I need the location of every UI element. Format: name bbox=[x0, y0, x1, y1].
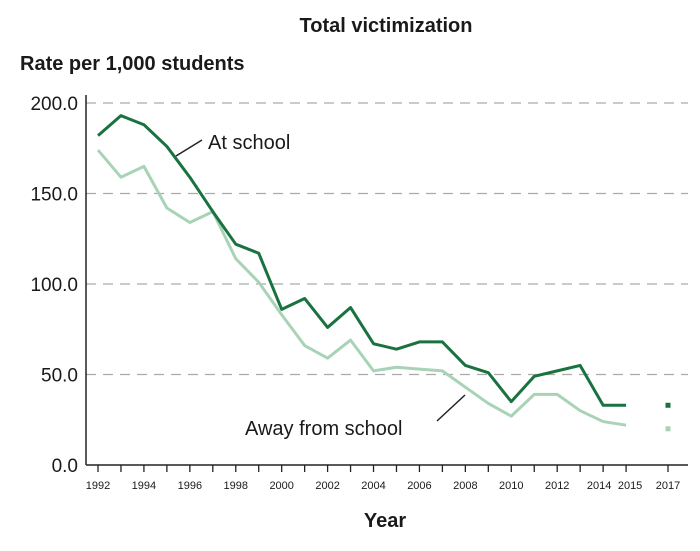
x-tick-label: 2008 bbox=[453, 480, 477, 492]
x-tick-label: 2012 bbox=[545, 480, 569, 492]
x-tick-label: 2014 bbox=[587, 480, 611, 492]
y-tick-label: 150.0 bbox=[30, 185, 78, 206]
data-point-2017 bbox=[665, 426, 671, 432]
y-tick-label: 0.0 bbox=[52, 456, 78, 477]
x-axis-label: Year bbox=[364, 510, 406, 532]
x-tick-label: 2000 bbox=[269, 480, 293, 492]
y-tick-label: 50.0 bbox=[41, 366, 78, 387]
data-point-2017 bbox=[665, 402, 671, 408]
series-label-away-from-school: Away from school bbox=[245, 418, 402, 440]
y-tick-label: 200.0 bbox=[30, 94, 78, 115]
series-label-at-school: At school bbox=[208, 132, 290, 154]
series-line bbox=[97, 114, 627, 407]
y-axis-label: Rate per 1,000 students bbox=[20, 53, 245, 75]
x-tick-label: 1996 bbox=[178, 480, 202, 492]
x-tick-label: 1998 bbox=[224, 480, 248, 492]
x-tick-label: 1992 bbox=[86, 480, 110, 492]
series-line bbox=[96, 149, 627, 427]
x-tick-label: 2017 bbox=[656, 480, 680, 492]
y-tick-label: 100.0 bbox=[30, 275, 78, 296]
x-tick-label: 2002 bbox=[315, 480, 339, 492]
x-tick-label: 2015 bbox=[618, 480, 642, 492]
x-tick-label: 2004 bbox=[361, 480, 385, 492]
x-tick-label: 2010 bbox=[499, 480, 523, 492]
chart-title: Total victimization bbox=[300, 15, 473, 37]
x-tick-label: 2006 bbox=[407, 480, 431, 492]
at-school-leader-line bbox=[175, 139, 203, 157]
x-tick-label: 1994 bbox=[132, 480, 156, 492]
away-leader-line bbox=[436, 394, 466, 422]
